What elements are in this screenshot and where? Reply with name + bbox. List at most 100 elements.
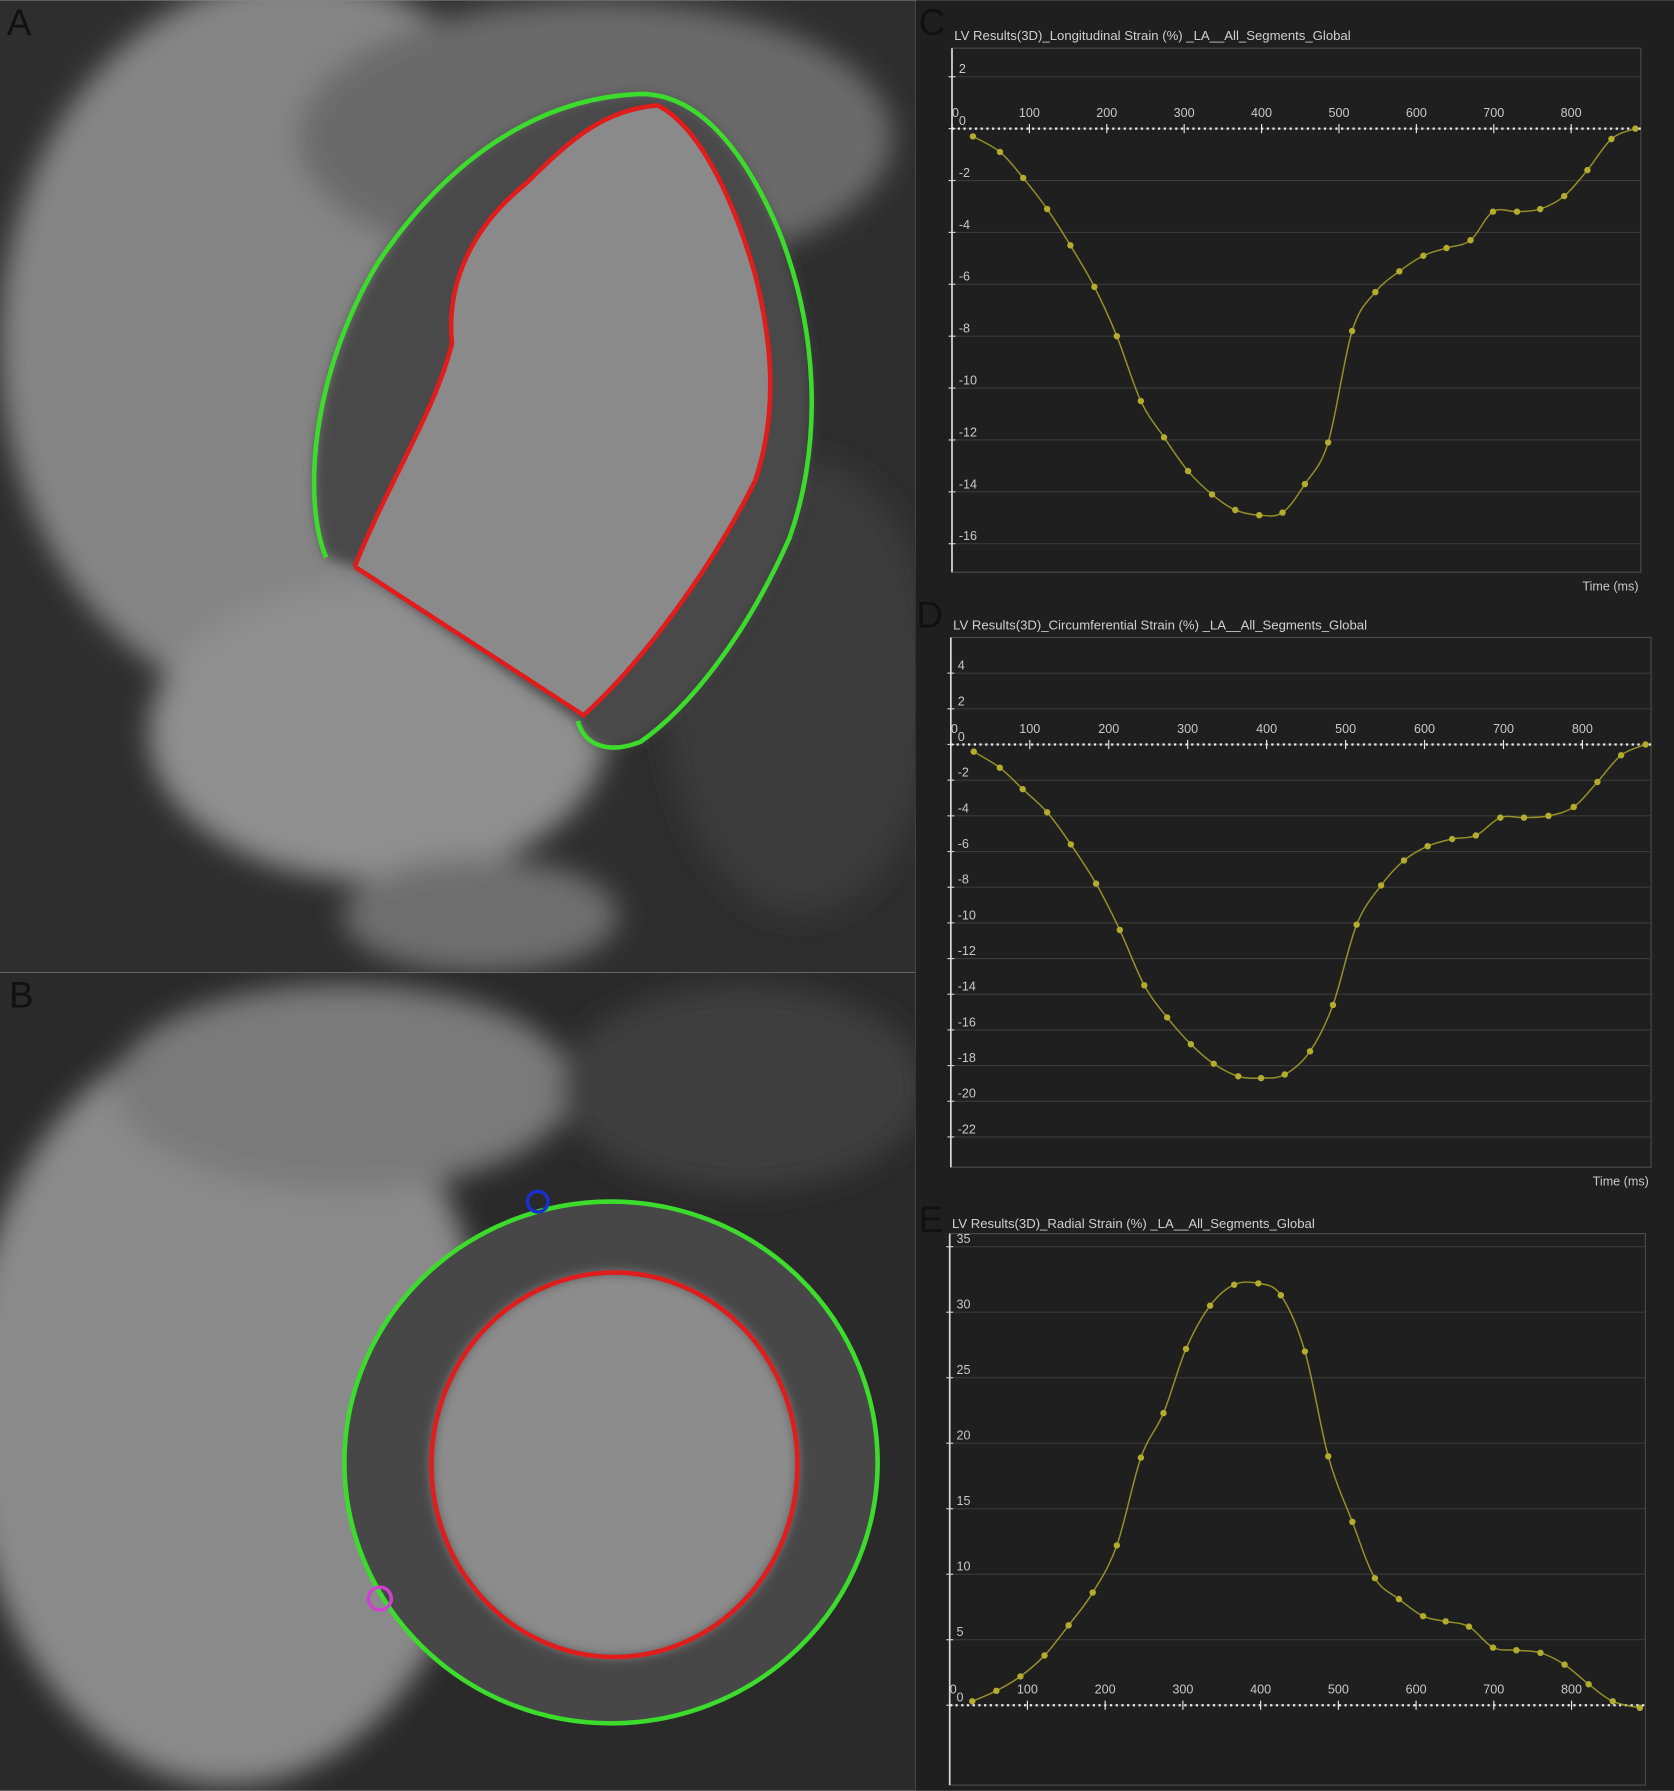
y-tick-label: -16 [959,529,977,543]
data-point [1301,1348,1309,1355]
data-point [1348,327,1356,335]
y-tick-label: 25 [957,1363,971,1377]
y-tick-label: -14 [958,980,976,994]
data-point [1536,205,1544,213]
data-point [1420,252,1427,259]
data-point [1324,439,1332,446]
data-point [1465,1623,1473,1630]
y-tick-label: 4 [958,659,965,673]
data-point [1277,1291,1285,1299]
data-point [1141,982,1148,989]
data-point [1187,1040,1195,1048]
data-point [996,764,1004,771]
y-tick-label: 5 [957,1625,964,1639]
panel-label: D [917,595,943,636]
chart-title: LV Results(3D)_Longitudinal Strain (%) _… [954,28,1350,43]
data-point [996,148,1004,156]
data-point [969,133,977,140]
x-tick-label: 0 [950,1683,957,1697]
x-tick-label: 200 [1096,106,1117,120]
data-point [1584,166,1591,174]
data-point [1537,1649,1544,1657]
y-tick-label: -8 [959,322,970,336]
panel-label: A [7,2,32,43]
data-point [1210,1060,1217,1067]
x-tick-label: 100 [1019,722,1040,736]
data-point [1448,835,1456,843]
y-tick-label: -2 [958,766,969,780]
x-tick-label: 700 [1483,1683,1504,1697]
chart-background [915,0,1674,1791]
data-point [1424,842,1431,850]
data-point [1489,208,1497,215]
data-point [1585,1681,1592,1688]
x-tick-label: 400 [1256,722,1277,736]
data-point [1609,1698,1616,1705]
data-point [1065,1622,1072,1629]
y-tick-label: -10 [959,374,977,388]
x-tick-label: 200 [1098,722,1119,736]
y-tick-label: -4 [959,218,970,232]
data-point [1497,814,1504,821]
y-tick-label: -20 [958,1087,976,1101]
x-tick-label: 200 [1095,1683,1116,1697]
data-point [1372,288,1379,296]
data-point [1232,506,1239,514]
mri-short-axis [0,972,916,1791]
data-point [1325,1453,1332,1460]
data-point [1017,1673,1024,1680]
x-tick-label: 800 [1561,1683,1582,1697]
data-point [1396,268,1403,275]
y-tick-label: 20 [957,1429,971,1443]
panel-label: B [9,975,33,1016]
data-point [1570,803,1577,811]
y-tick-label: -10 [958,908,976,922]
data-point [1545,812,1552,820]
data-point [1091,283,1098,291]
y-tick-label: 35 [957,1232,971,1246]
data-point [1019,785,1026,793]
x-tick-label: 0 [952,106,959,120]
chart-title: LV Results(3D)_Circumferential Strain (%… [953,618,1367,633]
data-point [1230,1281,1238,1288]
x-tick-label: 400 [1250,1683,1271,1697]
mri-long-axis [0,0,916,973]
x-tick-label: 500 [1328,1683,1349,1697]
data-point [1043,809,1051,816]
data-point [1513,208,1521,215]
x-tick-label: 600 [1414,722,1435,736]
x-tick-label: 600 [1406,106,1427,120]
data-point [1279,509,1286,516]
data-point [1113,1542,1121,1549]
data-point [1092,880,1100,887]
data-point [969,1698,976,1705]
panel-label: C [919,2,945,43]
data-point [1089,1589,1096,1596]
x-tick-label: 300 [1174,106,1195,120]
data-point [1137,1454,1145,1461]
x-tick-label: 700 [1483,106,1504,120]
data-point [1642,741,1649,748]
data-point [1306,1048,1314,1055]
data-point [1067,242,1074,249]
chart-title: LV Results(3D)_Radial Strain (%) _LA__Al… [952,1216,1315,1231]
data-point [1467,236,1474,244]
data-point [1443,244,1450,252]
data-point [1472,832,1480,839]
y-tick-label: -2 [959,166,970,180]
y-tick-label: -22 [958,1122,976,1136]
x-tick-label: 800 [1572,722,1593,736]
data-point [1301,480,1309,488]
y-tick-label: 2 [958,694,965,708]
x-tick-label: 500 [1335,722,1356,736]
data-point [1256,511,1263,519]
data-point [1608,135,1615,143]
data-point [993,1687,1000,1695]
y-tick-label: 0 [957,1691,964,1705]
data-point [1067,841,1075,848]
x-axis-label: Time (ms) [1593,1174,1649,1188]
data-point [1561,1661,1568,1668]
y-tick-label: -18 [958,1051,976,1065]
data-point [1137,397,1145,405]
data-point [1208,491,1216,498]
